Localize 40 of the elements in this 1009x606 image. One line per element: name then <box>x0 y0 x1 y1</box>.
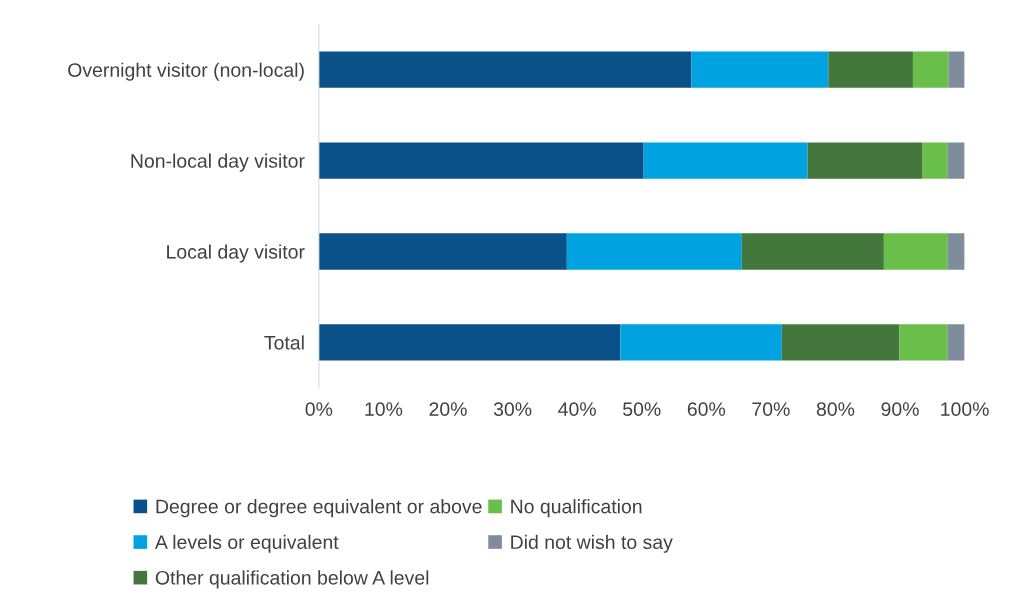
x-tick-label: 50% <box>623 402 661 417</box>
bar <box>807 142 923 179</box>
bar <box>912 51 949 88</box>
bar <box>828 51 913 88</box>
x-tick-label: 10% <box>365 402 403 417</box>
y-tick-label: Non-local day visitor <box>131 153 305 172</box>
x-tick-label: 20% <box>429 402 467 417</box>
bar <box>318 233 567 270</box>
bar <box>922 142 948 179</box>
bar <box>883 233 948 270</box>
x-tick-label: 70% <box>752 402 790 417</box>
bar <box>947 233 965 270</box>
x-tick-label: 60% <box>687 402 726 417</box>
bar <box>691 51 829 88</box>
bar <box>318 142 644 179</box>
x-tick-label: 40% <box>558 402 596 417</box>
x-tick-label: 0% <box>305 402 333 417</box>
bar <box>947 324 965 361</box>
bar <box>741 233 884 270</box>
bar <box>643 142 808 179</box>
y-tick-label: Overnight visitor (non-local) <box>68 62 304 81</box>
bar <box>948 51 965 88</box>
legend-label: A levels or equivalent <box>154 534 339 553</box>
bar <box>947 142 965 179</box>
legend-label: Other qualification below A level <box>155 570 429 589</box>
legend-label: No qualification <box>511 499 642 518</box>
bar <box>318 51 692 88</box>
bar <box>781 324 900 361</box>
bar <box>566 233 742 270</box>
x-tick-label: 90% <box>881 402 919 417</box>
bar <box>620 324 782 361</box>
y-tick-label: Total <box>264 335 304 350</box>
legend-label: Degree or degree equivalent or above <box>156 499 482 518</box>
y-tick-label: Local day visitor <box>167 244 305 263</box>
legend-label: Did not wish to say <box>511 534 673 553</box>
bar <box>318 324 621 361</box>
x-tick-label: 30% <box>493 402 532 417</box>
x-tick-label: 80% <box>816 402 855 417</box>
bar <box>899 324 948 361</box>
x-tick-label: 100% <box>941 402 989 417</box>
